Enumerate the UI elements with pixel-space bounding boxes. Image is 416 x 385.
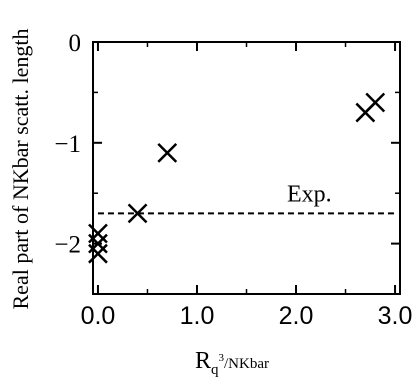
x-axis-label: Rq3/NKbar [195,348,269,378]
y-axis-label: Real part of NKbar scatt. length [8,28,33,309]
plot-frame [92,41,401,295]
marker-stroke [88,223,108,244]
data-point [88,233,108,254]
data-points [88,92,386,264]
marker-stroke [88,233,108,254]
y-tick-label: 0 [69,30,82,57]
tick-labels: 0.0 1.0 2.0 3.0 0 −1 −2 [54,30,412,330]
x-axis-label-subscript: q [211,362,219,378]
marker-stroke [157,142,178,163]
marker-stroke [127,203,148,224]
y-tick-label: −1 [54,131,81,158]
data-point [88,223,108,244]
experimental-reference-label: Exp. [287,181,332,207]
marker-stroke [88,243,108,264]
x-tick-label: 3.0 [378,302,413,330]
x-axis-label-subscript-rest: /NKbar [224,356,269,372]
data-point [88,243,108,264]
ticks [93,41,400,295]
data-point [157,142,178,163]
x-tick-label: 2.0 [279,302,314,330]
marker-stroke [365,92,386,113]
data-point [127,203,148,224]
x-tick-label: 1.0 [180,302,215,330]
data-point [365,92,386,113]
x-axis-label-superscript: 3 [219,352,225,364]
x-tick-label: 0.0 [81,302,116,330]
x-axis-label-main: R [195,348,211,374]
y-tick-label: −2 [54,232,81,259]
